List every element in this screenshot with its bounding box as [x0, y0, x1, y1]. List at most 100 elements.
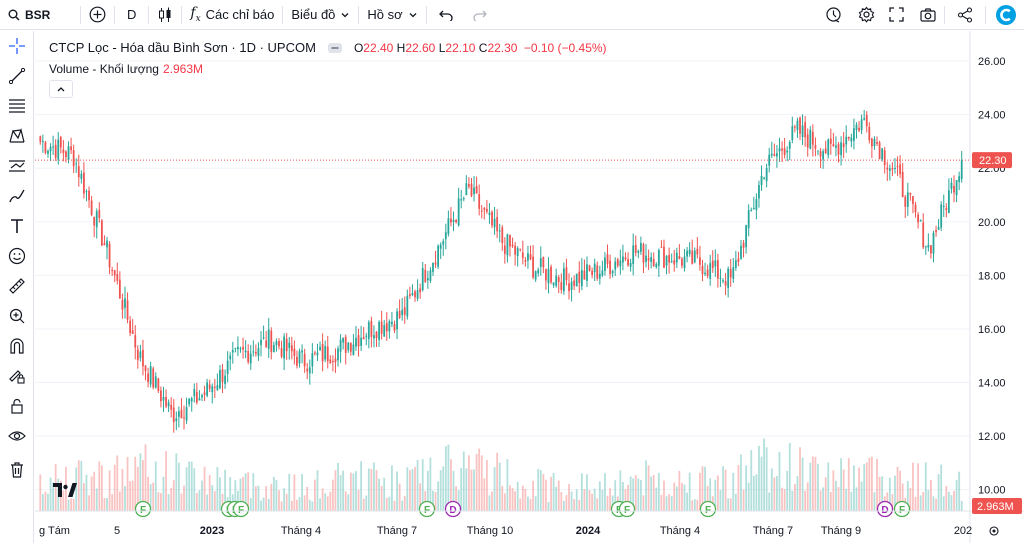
emoji-tool[interactable]: [0, 241, 34, 271]
candle-body: [260, 339, 262, 346]
candle-body: [106, 240, 108, 248]
event-marker[interactable]: [618, 500, 636, 518]
legend-menu-icon[interactable]: [327, 42, 342, 53]
volume-bar: [560, 492, 563, 511]
candle-body: [788, 142, 791, 149]
candle-body: [365, 335, 368, 337]
event-marker[interactable]: [876, 500, 894, 518]
forecast-tool[interactable]: [0, 151, 34, 181]
candle-body: [534, 271, 537, 280]
magnet-tool[interactable]: [0, 331, 34, 361]
volume-bar: [344, 491, 347, 511]
undo-button[interactable]: [427, 0, 465, 30]
volume-bar: [796, 476, 799, 511]
profile-dropdown[interactable]: Hồ sơ: [359, 0, 425, 30]
volume-bar: [383, 477, 386, 511]
magnet-icon: [10, 338, 24, 354]
volume-bar: [847, 458, 850, 511]
divider: [282, 5, 284, 24]
trend-line-tool[interactable]: [0, 61, 34, 91]
volume-bar: [935, 498, 937, 511]
interval-button[interactable]: D: [115, 0, 148, 30]
redo-button[interactable]: [465, 0, 495, 30]
candle-body: [116, 274, 119, 281]
symbol-legend: CTCP Lọc - Hóa dầu Bình Sơn · 1D · UPCOM…: [49, 40, 607, 55]
candle-body: [529, 254, 532, 260]
price-chart[interactable]: FFFFFDFFFDF 26.0024.0022.0020.0018.0016.…: [35, 31, 1024, 543]
volume-bar: [98, 461, 101, 511]
volume-bar: [947, 491, 950, 511]
event-marker[interactable]: [134, 500, 152, 518]
collapse-legend-button[interactable]: [49, 80, 73, 98]
volume-bar: [788, 442, 791, 511]
volume-bar: [817, 463, 819, 511]
candle-body: [940, 204, 943, 228]
candle-body: [190, 398, 193, 402]
volume-bar: [478, 448, 481, 511]
candle-body: [352, 344, 355, 355]
delete-tool[interactable]: [0, 455, 34, 485]
candle-body: [244, 350, 247, 353]
event-marker[interactable]: [444, 500, 462, 518]
chart-type-dropdown[interactable]: Biểu đồ: [283, 0, 358, 30]
candle-body: [883, 150, 886, 166]
lock-tool[interactable]: [0, 391, 34, 421]
event-marker[interactable]: [418, 500, 436, 518]
volume-bar: [195, 493, 198, 511]
measure-tool[interactable]: [0, 271, 34, 301]
candle-body: [945, 208, 948, 211]
volume-bar: [355, 471, 357, 511]
snapshot-button[interactable]: [912, 0, 944, 30]
axis-settings-button[interactable]: [989, 526, 999, 536]
event-marker[interactable]: [699, 500, 717, 518]
candle-body: [254, 352, 257, 354]
candle-body: [221, 369, 224, 382]
candle-body: [488, 212, 491, 215]
candle-body: [688, 249, 691, 255]
eye-icon: [8, 431, 26, 441]
candle-body: [108, 243, 111, 268]
candle-body: [503, 245, 506, 254]
volume-bar: [853, 465, 855, 511]
fullscreen-button[interactable]: [881, 0, 912, 30]
volume-bar: [627, 484, 629, 511]
share-button[interactable]: [945, 0, 985, 30]
alert-button[interactable]: [815, 0, 852, 30]
candle-body: [237, 346, 239, 350]
candle-body: [501, 227, 504, 243]
volume-bar: [835, 480, 837, 511]
brush-tool[interactable]: [0, 181, 34, 211]
zoom-tool[interactable]: [0, 301, 34, 331]
divider: [944, 5, 945, 24]
visibility-tool[interactable]: [0, 421, 34, 451]
candle-body: [373, 335, 375, 339]
volume-bar: [896, 466, 899, 511]
candle-body: [180, 409, 183, 419]
volume-bar: [136, 466, 139, 511]
symbol-search[interactable]: BSR: [0, 0, 80, 30]
pattern-tool[interactable]: [0, 121, 34, 151]
event-marker[interactable]: [893, 500, 911, 518]
indicators-button[interactable]: fx Các chỉ báo: [182, 0, 282, 30]
text-tool[interactable]: [0, 211, 34, 241]
volume-bar: [267, 498, 270, 511]
compare-button[interactable]: [81, 0, 114, 30]
volume-bar: [870, 456, 873, 511]
crosshair-tool[interactable]: [0, 31, 34, 61]
volume-bar: [850, 491, 853, 511]
fib-tool[interactable]: [0, 91, 34, 121]
settings-button[interactable]: [852, 0, 881, 30]
chart-pane[interactable]: FFFFFDFFFDF 26.0024.0022.0020.0018.0016.…: [35, 31, 1024, 543]
candle-body: [737, 258, 740, 262]
volume-bar: [221, 493, 224, 511]
bar-style-button[interactable]: [149, 0, 181, 30]
volume-bar: [234, 480, 237, 511]
volume-bar: [172, 480, 175, 511]
brand-logo-button[interactable]: [986, 0, 1024, 30]
candle-body: [832, 144, 835, 147]
candle-body: [755, 199, 758, 210]
candle-body: [439, 244, 442, 249]
event-marker[interactable]: [232, 500, 250, 518]
stay-drawing-tool[interactable]: [0, 361, 34, 391]
volume-bar: [914, 496, 917, 511]
